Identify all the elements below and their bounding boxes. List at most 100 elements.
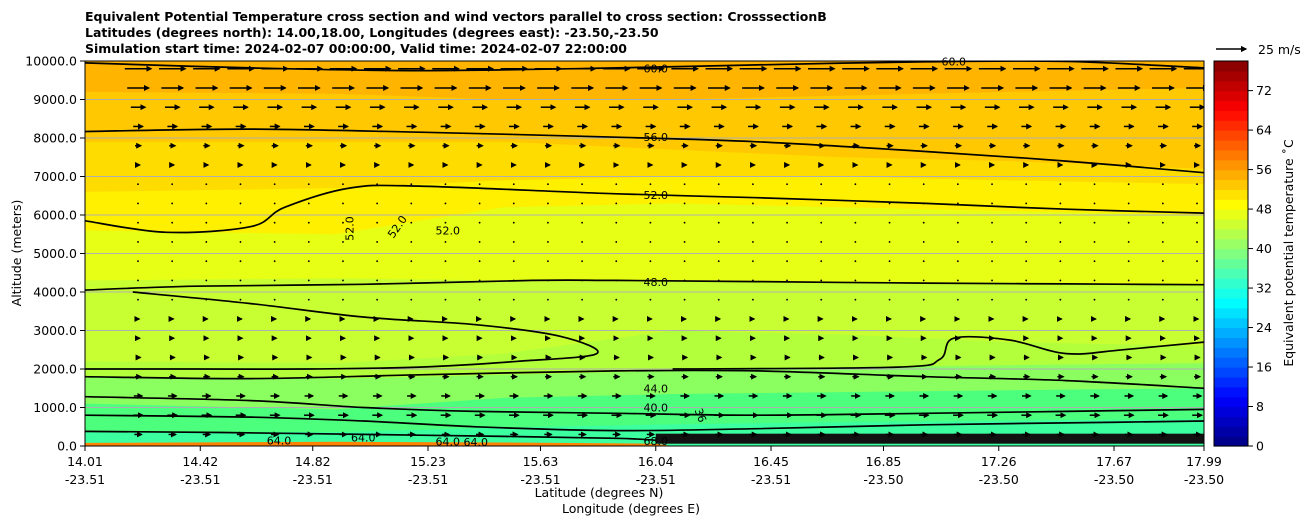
wind-vector [444,202,447,205]
wind-vector [205,183,208,186]
wind-vector [786,183,788,186]
wind-vector [786,260,788,263]
colorbar-segment [1214,179,1248,190]
colorbar-segment [1214,376,1248,388]
wind-vector [478,279,481,282]
wind-vector [1025,260,1028,263]
wind-vector [1161,241,1164,243]
chart-title-line-2: Latitudes (degrees north): 14.00,18.00, … [85,25,659,40]
wind-vector [478,202,481,205]
wind-vector [171,279,174,282]
x-tick-lon-4: -23.51 [520,472,560,487]
wind-vector [1059,221,1062,224]
wind-vector [1127,279,1130,282]
colorbar-segment [1214,90,1248,102]
wind-vector [410,260,413,263]
wind-vector [922,298,925,301]
wind-vector [991,298,993,301]
wind-vector [1127,260,1130,263]
wind-vector [137,279,139,282]
wind-vector [581,279,583,282]
contour-46.0-4 [85,291,599,370]
x-tick-lon-3: -23.51 [408,472,448,487]
wind-vector [171,260,174,263]
x-tick-lat-3: 15.23 [410,454,446,469]
x-tick-lon-9: -23.50 [1094,472,1134,487]
dense-surface-contours [655,433,1204,444]
wind-vector [888,279,891,282]
wind-vector [512,298,515,301]
wind-vector [581,221,583,224]
vector-key: 25 m/s [1216,42,1301,57]
wind-vector [239,241,242,243]
wind-vector [717,221,720,224]
wind-vector [854,260,857,263]
wind-vector [512,183,515,186]
wind-vector [273,183,276,186]
wind-vector [478,183,481,186]
wind-vector [820,298,823,301]
colorbar-segment [1214,426,1248,437]
wind-vector [307,279,310,282]
wind-vector [717,260,720,263]
wind-vector [410,241,413,243]
colorbar-segment [1214,70,1248,82]
colorbar-segment [1214,288,1248,299]
wind-vector [342,183,344,186]
wind-vector [615,279,618,282]
wind-vector [273,221,276,224]
y-tick-label-5: 5000.0 [33,246,77,261]
colorbar-segment [1214,307,1248,319]
x-tick-lat-4: 15.63 [523,454,559,469]
wind-vector [376,221,379,224]
x-tick-lon-0: -23.51 [65,472,105,487]
wind-vector [888,241,891,243]
y-tick-label-6: 6000.0 [33,208,77,223]
colorbar-segment [1214,189,1248,200]
wind-vector [683,241,686,243]
wind-vector [376,202,379,205]
wind-vector [547,221,549,224]
contour-44.0-6 [85,369,1204,390]
x-tick-lat-2: 14.82 [295,454,331,469]
wind-vector [922,260,925,263]
wind-vector [649,279,652,282]
wind-vector [137,260,139,263]
wind-vector [581,260,583,263]
y-tick-label-4: 4000.0 [33,285,77,300]
wind-vector [820,202,823,205]
x-tick-lat-0: 14.01 [67,454,103,469]
wind-vector [752,183,754,186]
colorbar-segment [1214,248,1248,260]
colorbar-frame [1213,60,1249,447]
wind-vector [376,298,379,301]
colorbar [1214,61,1248,447]
wind-vector [342,221,344,224]
colorbar-tick-label-7: 56 [1256,162,1272,177]
wind-vector [581,298,583,301]
wind-vector [273,202,276,205]
wind-vector [922,183,925,186]
contour-label-2: 56.0 [643,131,668,144]
wind-vector [820,260,823,263]
wind-vector [717,241,720,243]
x-tick-lon-1: -23.51 [180,472,220,487]
y-tick-label-1: 1000.0 [33,400,77,415]
wind-vector [273,260,276,263]
wind-vector [239,221,242,224]
colorbar-segment [1214,337,1248,348]
wind-vector [307,260,310,263]
wind-vector [956,298,959,301]
chart-title-line-1: Equivalent Potential Temperature cross s… [85,9,827,24]
wind-vector [1059,202,1062,205]
wind-vector [376,183,379,186]
colorbar-tick-label-3: 24 [1256,320,1272,335]
wind-vector [1196,183,1198,186]
colorbar-segment [1214,169,1248,181]
wind-vector [1093,202,1096,205]
wind-vector [376,279,379,282]
wind-vector [307,202,310,205]
wind-vector [649,202,652,205]
wind-vector [205,241,208,243]
wind-vector [376,260,379,263]
